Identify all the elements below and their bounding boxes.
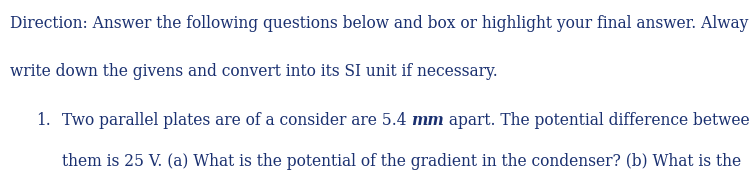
Text: them is 25 V. (a) What is the potential of the gradient in the condenser? (b) Wh: them is 25 V. (a) What is the potential …: [62, 153, 742, 170]
Text: mm: mm: [411, 112, 444, 129]
Text: Direction: Answer the following questions below and box or highlight your final : Direction: Answer the following question…: [10, 15, 749, 32]
Text: apart. The potential difference between: apart. The potential difference between: [444, 112, 749, 129]
Text: 1.: 1.: [36, 112, 51, 129]
Text: Two parallel plates are of a consider are 5.4: Two parallel plates are of a consider ar…: [62, 112, 411, 129]
Text: write down the givens and convert into its SI unit if necessary.: write down the givens and convert into i…: [10, 63, 497, 80]
